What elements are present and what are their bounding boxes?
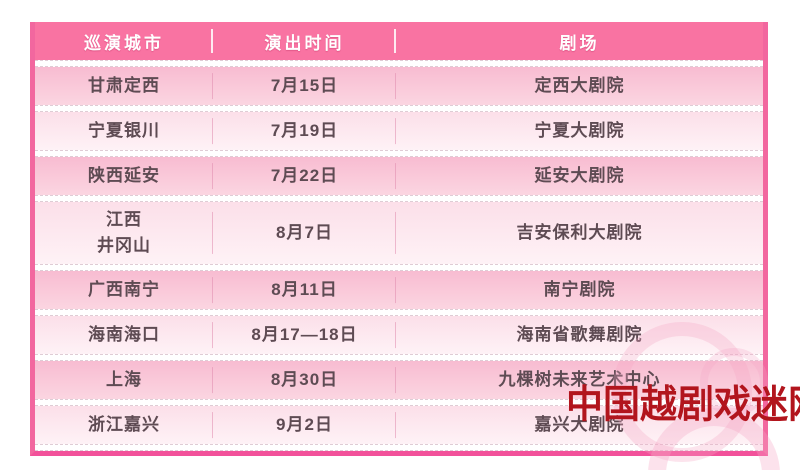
cell-theater: 定西大剧院 (534, 75, 625, 95)
table-row: 甘肃定西 7月15日 定西大剧院 (35, 67, 763, 105)
table-row: 广西南宁 8月11日 南宁剧院 (35, 271, 763, 309)
row-separator (35, 264, 763, 271)
cell-theater: 延安大剧院 (534, 165, 625, 185)
cell-theater: 吉安保利大剧院 (516, 222, 643, 242)
cell-date: 7月15日 (213, 67, 396, 105)
cell-date: 8月17—18日 (213, 316, 396, 354)
cell-city: 上海 (35, 361, 213, 399)
table-row: 宁夏银川 7月19日 宁夏大剧院 (35, 112, 763, 150)
table-row: 江西 井冈山 8月7日 吉安保利大剧院 (35, 202, 763, 264)
column-header-date: 演出时间 (213, 22, 396, 60)
row-separator (35, 444, 763, 451)
column-header-city: 巡演城市 (35, 22, 213, 60)
row-separator (35, 309, 763, 316)
cell-city: 浙江嘉兴 (35, 406, 213, 444)
row-separator (35, 150, 763, 157)
table-row: 上海 8月30日 九棵树未来艺术中心 (35, 361, 763, 399)
cell-date: 8月11日 (213, 271, 396, 309)
cell-theater: 九棵树未来艺术中心 (498, 369, 661, 389)
table-header-row: 巡演城市 演出时间 剧场 (35, 22, 763, 60)
cell-city: 海南海口 (35, 316, 213, 354)
row-separator (35, 354, 763, 361)
column-header-theater: 剧场 (559, 33, 600, 53)
cell-city: 甘肃定西 (35, 67, 213, 105)
cell-date: 9月2日 (213, 406, 396, 444)
table-row: 海南海口 8月17—18日 海南省歌舞剧院 (35, 316, 763, 354)
cell-date: 8月30日 (213, 361, 396, 399)
cell-theater: 南宁剧院 (543, 279, 616, 299)
table-row: 浙江嘉兴 9月2日 嘉兴大剧院 (35, 406, 763, 444)
row-separator (35, 195, 763, 202)
cell-city: 陕西延安 (35, 157, 213, 195)
cell-date: 8月7日 (213, 202, 396, 264)
cell-date: 7月22日 (213, 157, 396, 195)
cell-city: 江西 井冈山 (35, 202, 213, 264)
cell-date: 7月19日 (213, 112, 396, 150)
cell-theater: 嘉兴大剧院 (534, 414, 625, 434)
row-separator (35, 399, 763, 406)
row-separator (35, 60, 763, 67)
cell-city: 广西南宁 (35, 271, 213, 309)
row-separator (35, 105, 763, 112)
cell-theater: 海南省歌舞剧院 (516, 324, 643, 344)
cell-city: 宁夏银川 (35, 112, 213, 150)
tour-schedule-table: 巡演城市 演出时间 剧场 甘肃定西 7月15日 定西大剧院 宁夏银川 7月19日… (30, 22, 768, 456)
cell-theater: 宁夏大剧院 (534, 120, 625, 140)
table-row: 陕西延安 7月22日 延安大剧院 (35, 157, 763, 195)
